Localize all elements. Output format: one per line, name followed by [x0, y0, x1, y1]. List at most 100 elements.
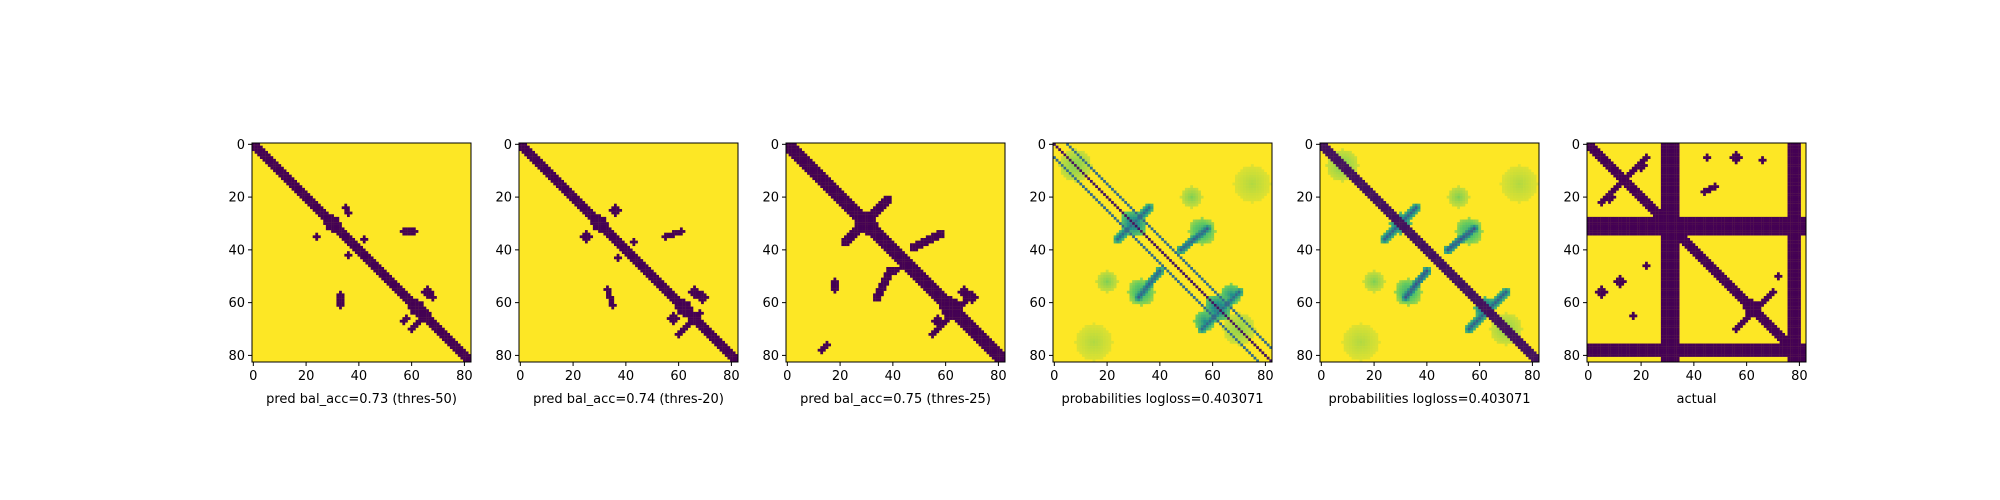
heatmap-cell — [566, 185, 570, 189]
heatmap-cell — [1320, 148, 1323, 152]
heatmap-cell — [1229, 303, 1233, 307]
heatmap-cell — [566, 193, 570, 196]
heatmap-cell — [917, 274, 921, 278]
heatmap-cell — [1182, 272, 1186, 276]
heatmap-cell — [354, 251, 358, 254]
heatmap-cell — [1507, 177, 1511, 181]
heatmap-cell — [407, 293, 411, 297]
heatmap-cell — [994, 351, 998, 355]
heatmap-cells — [252, 143, 472, 363]
heatmap-cell — [1517, 193, 1521, 196]
heatmap-cell — [1187, 190, 1191, 194]
heatmap-cell — [1375, 193, 1379, 196]
heatmap-cell — [1372, 348, 1376, 352]
heatmap-cell — [1116, 193, 1120, 196]
heatmap-cell — [1145, 301, 1149, 305]
heatmap-cell — [320, 214, 324, 218]
heatmap-cell — [1790, 150, 1793, 154]
heatmap-cell — [1444, 267, 1447, 270]
heatmap-cell — [873, 216, 876, 220]
heatmap-cell — [1475, 311, 1479, 315]
heatmap-cell — [1364, 187, 1368, 191]
heatmap-cell — [960, 311, 963, 315]
heatmap-cell — [1378, 272, 1381, 276]
heatmap-cell — [1187, 193, 1191, 196]
heatmap-cell — [1364, 325, 1368, 328]
heatmap-cell — [1504, 296, 1508, 299]
heatmap-cell — [1179, 282, 1183, 286]
heatmap-cell — [323, 208, 327, 212]
heatmap-cell — [841, 203, 845, 207]
heatmap-cell — [875, 235, 879, 239]
heatmap-cell — [1349, 348, 1352, 352]
heatmap-cell — [394, 282, 398, 286]
x-tick-label: 60 — [1471, 369, 1488, 384]
heatmap-cell — [1486, 311, 1490, 315]
heatmap-cell — [1404, 298, 1408, 302]
heatmap-cell — [616, 211, 620, 215]
heatmap-cell — [880, 201, 884, 204]
heatmap-cell — [1512, 166, 1516, 170]
heatmap-cell — [1396, 290, 1400, 294]
heatmap-cell — [1330, 148, 1334, 152]
heatmap-cell — [695, 311, 699, 315]
heatmap-cell — [1232, 330, 1236, 334]
heatmap-cell — [1494, 327, 1497, 331]
heatmap-cell — [524, 150, 528, 154]
heatmap-cell — [410, 230, 414, 233]
heatmap-cell — [1142, 280, 1146, 283]
heatmap-cell — [1087, 325, 1091, 328]
heatmap-cell — [1208, 319, 1212, 323]
heatmap-cell — [1520, 166, 1524, 170]
heatmap-cell — [1108, 185, 1112, 189]
heatmap-cell — [1092, 335, 1096, 339]
heatmap-cell — [669, 317, 673, 320]
heatmap-cell — [1396, 214, 1400, 218]
heatmap-cell — [1335, 164, 1339, 167]
heatmap-cell — [1367, 190, 1371, 194]
heatmap-cell — [910, 267, 913, 270]
heatmap-cell — [878, 230, 882, 233]
heatmap-cell — [1192, 230, 1196, 233]
heatmap-cell — [1528, 195, 1532, 199]
heatmap-cell — [1179, 248, 1183, 252]
heatmap-cell — [540, 166, 543, 170]
heatmap-cell — [1425, 269, 1429, 273]
heatmap-cell — [799, 158, 802, 162]
heatmap-cell — [664, 293, 667, 297]
heatmap-cell — [1242, 169, 1246, 173]
heatmap-cell — [1634, 169, 1638, 173]
heatmap-cell — [1465, 201, 1468, 204]
heatmap-cell — [441, 335, 445, 339]
heatmap-cell — [701, 327, 704, 331]
heatmap-cell — [1229, 288, 1233, 291]
heatmap-cell — [1457, 285, 1460, 289]
heatmap-cell — [1507, 325, 1511, 328]
heatmap-cell — [1515, 330, 1519, 334]
heatmap-cell — [1343, 150, 1347, 154]
heatmap-cell — [804, 153, 808, 157]
heatmap-cell — [1412, 288, 1416, 291]
heatmap-cell — [1436, 253, 1439, 257]
heatmap-cell — [693, 319, 696, 323]
heatmap-cell — [706, 325, 710, 328]
heatmap-cell — [407, 301, 411, 305]
heatmap-cell — [1388, 214, 1392, 218]
heatmap-cell — [1496, 327, 1500, 331]
heatmap-cell — [883, 195, 887, 199]
heatmap-cell — [962, 290, 966, 294]
heatmap-cell — [1060, 158, 1064, 162]
heatmap-cell — [965, 319, 969, 323]
heatmap-cell — [870, 214, 874, 218]
heatmap-cell — [386, 282, 390, 286]
heatmap-cell — [257, 143, 261, 146]
heatmap-cell — [970, 296, 974, 299]
panel-xlabel: pred bal_acc=0.74 (thres-20) — [533, 392, 724, 407]
heatmap-cell — [1087, 340, 1091, 344]
heatmap-cell — [1224, 319, 1228, 323]
heatmap-cell — [1134, 280, 1138, 283]
heatmap-cell — [878, 201, 882, 204]
heatmap-cell — [1412, 282, 1416, 286]
heatmap-cell — [1734, 153, 1738, 157]
heatmap-cell — [1335, 153, 1339, 157]
